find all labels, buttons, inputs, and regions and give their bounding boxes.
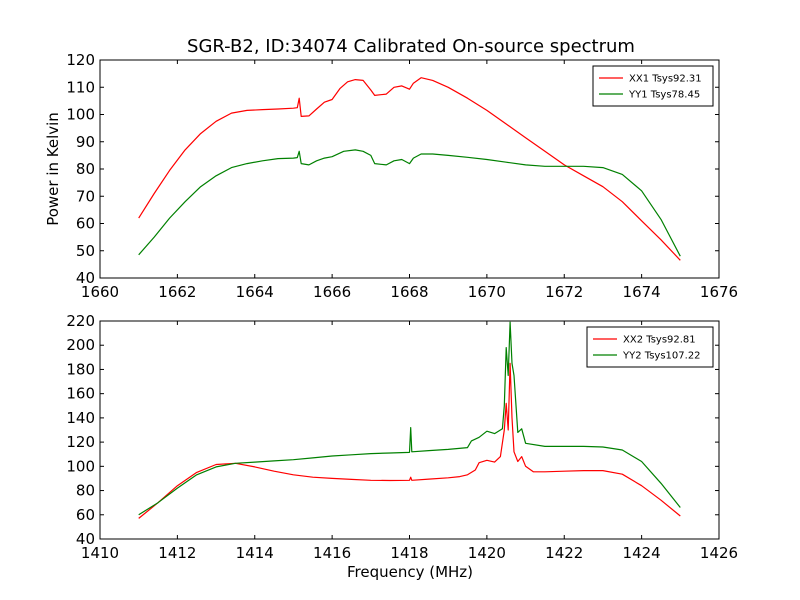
y-tick-label: 120 bbox=[66, 433, 95, 451]
y-tick-label: 90 bbox=[76, 133, 95, 151]
legend-label-2: YY1 Tsys78.45 bbox=[628, 90, 700, 101]
x-tick-label: 1420 bbox=[468, 544, 506, 562]
x-tick-label: 1414 bbox=[236, 544, 274, 562]
series-line-2 bbox=[138, 321, 681, 516]
y-tick-label: 200 bbox=[66, 336, 95, 354]
y-tick-label: 160 bbox=[66, 385, 95, 403]
y-tick-label: 60 bbox=[76, 506, 95, 524]
x-tick-label: 1416 bbox=[313, 544, 351, 562]
x-tick-label: 1672 bbox=[545, 283, 583, 301]
y-tick-label: 220 bbox=[66, 312, 95, 330]
series-line-2 bbox=[138, 149, 681, 257]
x-tick-label: 1412 bbox=[158, 544, 196, 562]
top-panel: SGR-B2, ID:34074 Calibrated On-source sp… bbox=[44, 36, 738, 301]
x-tick-label: 1660 bbox=[81, 283, 119, 301]
y-tick-label: 100 bbox=[66, 457, 95, 475]
x-tick-label: 1668 bbox=[390, 283, 428, 301]
legend: XX1 Tsys92.31 YY1 Tsys78.45 bbox=[592, 65, 714, 107]
y-tick-label: 70 bbox=[76, 187, 95, 205]
top-chart-title: SGR-B2, ID:34074 Calibrated On-source sp… bbox=[187, 36, 635, 57]
y-tick-label: 80 bbox=[76, 160, 95, 178]
legend-label-2: YY2 Tsys107.22 bbox=[622, 351, 701, 362]
x-tick-label: 1422 bbox=[545, 544, 583, 562]
legend: XX2 Tsys92.81 YY2 Tsys107.22 bbox=[586, 326, 714, 368]
x-tick-label: 1670 bbox=[468, 283, 506, 301]
bottom-x-axis-label: Frequency (MHz) bbox=[347, 563, 473, 581]
top-y-axis-label: Power in Kelvin bbox=[44, 112, 62, 226]
legend-label-1: XX2 Tsys92.81 bbox=[623, 335, 696, 346]
series-line-1 bbox=[138, 77, 681, 261]
y-tick-label: 100 bbox=[66, 106, 95, 124]
y-tick-label: 120 bbox=[66, 51, 95, 69]
series-line-1 bbox=[138, 362, 681, 519]
top-plot-area: 1660 1662 1664 1666 1668 1670 1672 1674 1676 40 50… bbox=[66, 51, 738, 301]
legend-box bbox=[586, 326, 714, 368]
legend-label-1: XX1 Tsys92.31 bbox=[629, 74, 702, 85]
x-tick-label: 1662 bbox=[158, 283, 196, 301]
x-tick-label: 1676 bbox=[700, 283, 738, 301]
y-tick-label: 60 bbox=[76, 215, 95, 233]
y-tick-label: 140 bbox=[66, 409, 95, 427]
bottom-panel: Frequency (MHz) 1410 1412 1414 1416 1418 1420… bbox=[66, 312, 738, 581]
y-tick-label: 50 bbox=[76, 242, 95, 260]
y-tick-label: 40 bbox=[76, 530, 95, 548]
y-tick-label: 80 bbox=[76, 482, 95, 500]
x-tick-label: 1418 bbox=[390, 544, 428, 562]
x-tick-label: 1674 bbox=[623, 283, 661, 301]
x-tick-label: 1426 bbox=[700, 544, 738, 562]
y-tick-label: 110 bbox=[66, 78, 95, 96]
bottom-plot-area: 1410 1412 1414 1416 1418 1420 1422 1424 1426 40 60… bbox=[66, 312, 738, 562]
x-tick-label: 1410 bbox=[81, 544, 119, 562]
x-tick-label: 1424 bbox=[623, 544, 661, 562]
y-tick-label: 180 bbox=[66, 360, 95, 378]
x-tick-label: 1664 bbox=[236, 283, 274, 301]
legend-box bbox=[592, 65, 714, 107]
y-tick-label: 40 bbox=[76, 269, 95, 287]
x-tick-label: 1666 bbox=[313, 283, 351, 301]
